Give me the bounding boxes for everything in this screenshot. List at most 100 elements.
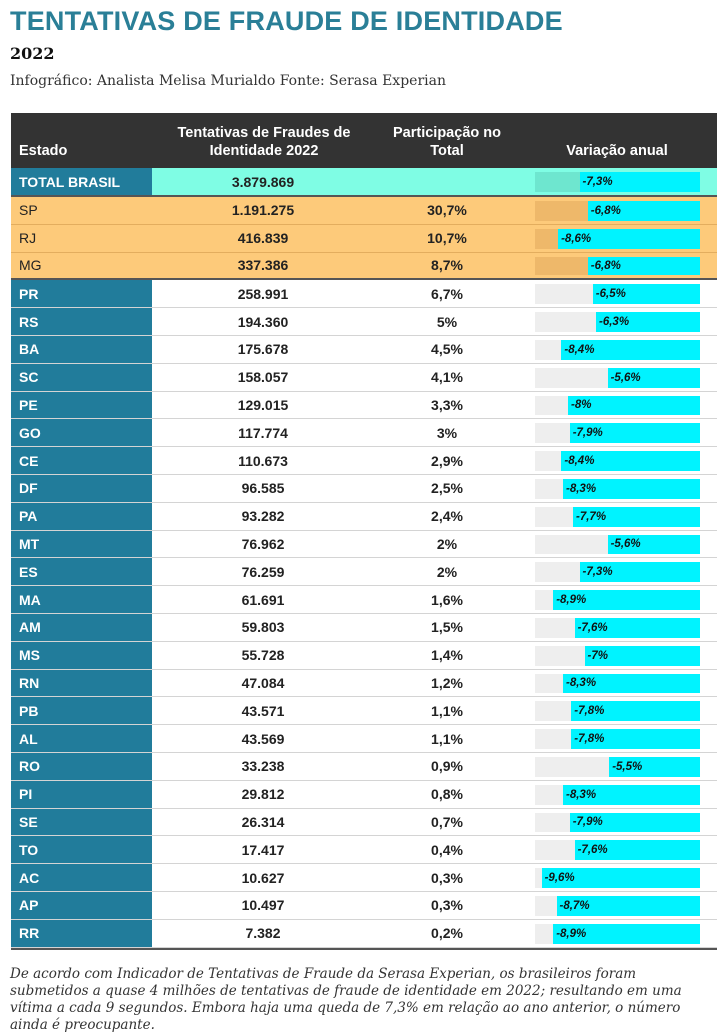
share-cell: 3% bbox=[436, 424, 458, 441]
variation-bar bbox=[556, 895, 700, 916]
state-cell: RO bbox=[11, 752, 152, 780]
variation-label: -6,5% bbox=[595, 288, 626, 301]
attempts-cell: 59.803 bbox=[241, 619, 285, 636]
variation-cell: -5,6% bbox=[535, 531, 700, 558]
attempts-cell: 33.238 bbox=[241, 758, 285, 775]
attempts-cell: 117.774 bbox=[238, 424, 288, 441]
share-cell: 6,7% bbox=[431, 285, 463, 302]
variation-bar bbox=[569, 423, 700, 444]
attempts-cell: 61.691 bbox=[241, 591, 285, 608]
share-cell: 10,7% bbox=[427, 230, 467, 247]
state-cell: GO bbox=[11, 419, 152, 447]
variation-cell: -7,3% bbox=[535, 558, 700, 585]
state-cell: MS bbox=[11, 641, 152, 669]
share-cell: 3,3% bbox=[431, 396, 463, 413]
variation-bar bbox=[587, 256, 700, 276]
variation-label: -7,8% bbox=[574, 705, 605, 718]
variation-bar bbox=[563, 478, 700, 499]
attempts-cell: 26.314 bbox=[241, 813, 285, 830]
variation-label: -8,9% bbox=[556, 927, 587, 940]
variation-label: -8,3% bbox=[566, 482, 597, 495]
variation-label: -8,7% bbox=[559, 899, 590, 912]
attempts-cell: 29.812 bbox=[241, 786, 285, 803]
table-row: AP 10.497 0,3% -8,7% bbox=[11, 891, 717, 920]
variation-bar bbox=[579, 562, 700, 583]
variation-cell: -8,7% bbox=[535, 892, 700, 919]
variation-cell: -7,6% bbox=[535, 836, 700, 863]
attempts-cell: 93.282 bbox=[241, 508, 285, 525]
attempts-cell: 129.015 bbox=[237, 396, 289, 413]
page-title: TENTATIVAS DE FRAUDE DE IDENTIDADE bbox=[10, 6, 563, 36]
share-cell: 0,3% bbox=[431, 897, 463, 914]
table-row: BA 175.678 4,5% -8,4% bbox=[11, 335, 717, 364]
share-cell: 30,7% bbox=[427, 202, 467, 219]
variation-bar bbox=[596, 312, 700, 332]
variation-label: -8,9% bbox=[556, 594, 587, 607]
state-cell: MT bbox=[11, 530, 152, 558]
variation-label: -8% bbox=[571, 399, 592, 412]
table-row: DF 96.585 2,5% -8,3% bbox=[11, 474, 717, 503]
table-row: CE 110.673 2,9% -8,4% bbox=[11, 447, 717, 475]
variation-label: -7,6% bbox=[577, 621, 608, 634]
attempts-cell: 337.386 bbox=[237, 257, 289, 274]
state-cell: AC bbox=[11, 864, 152, 891]
variation-label: -7,9% bbox=[572, 816, 603, 829]
variation-cell: -6,8% bbox=[535, 253, 700, 279]
state-cell: SP bbox=[11, 197, 152, 224]
variation-label: -8,4% bbox=[564, 455, 595, 468]
table-row: RO 33.238 0,9% -5,5% bbox=[11, 752, 717, 781]
variation-label: -6,8% bbox=[590, 259, 621, 272]
attempts-cell: 55.728 bbox=[241, 647, 285, 664]
attempts-cell: 76.962 bbox=[241, 535, 285, 552]
variation-bar bbox=[563, 784, 700, 805]
table-row: SC 158.057 4,1% -5,6% bbox=[11, 363, 717, 392]
variation-bar bbox=[569, 812, 700, 833]
state-cell: AM bbox=[11, 613, 152, 641]
column-header-variacao: Variação anual bbox=[566, 143, 668, 159]
table-row: PA 93.282 2,4% -7,7% bbox=[11, 502, 717, 531]
state-cell: CE bbox=[11, 447, 152, 474]
variation-label: -8,3% bbox=[566, 788, 597, 801]
variation-label: -5,6% bbox=[610, 371, 641, 384]
credit-line: Infográfico: Analista Melisa Murialdo Fo… bbox=[10, 73, 446, 89]
variation-cell: -5,6% bbox=[535, 364, 700, 391]
column-header-tentativas: Tentativas de Fraudes de Identidade 2022 bbox=[177, 125, 351, 159]
table-row: PI 29.812 0,8% -8,3% bbox=[11, 780, 717, 809]
variation-cell: -7,6% bbox=[535, 614, 700, 641]
variation-cell: -8,3% bbox=[535, 475, 700, 502]
variation-cell: -7% bbox=[535, 642, 700, 669]
table-row: GO 117.774 3% -7,9% bbox=[11, 419, 717, 448]
variation-label: -5,5% bbox=[612, 760, 643, 773]
variation-cell: -5,5% bbox=[535, 753, 700, 780]
variation-bar bbox=[553, 590, 700, 610]
table-row: PR 258.991 6,7% -6,5% bbox=[11, 280, 717, 309]
variation-cell: -8,9% bbox=[535, 586, 700, 613]
state-cell: MA bbox=[11, 586, 152, 613]
state-cell: SC bbox=[11, 363, 152, 391]
table-row: AL 43.569 1,1% -7,8% bbox=[11, 725, 717, 753]
column-header-estado: Estado bbox=[19, 143, 68, 159]
column-header-participacao: Participação no Total bbox=[393, 125, 501, 159]
fraud-table: Estado Tentativas de Fraudes de Identida… bbox=[11, 113, 717, 950]
variation-bar bbox=[563, 673, 700, 694]
variation-bar bbox=[607, 367, 700, 388]
variation-bar bbox=[574, 840, 700, 861]
table-header: Estado Tentativas de Fraudes de Identida… bbox=[11, 113, 717, 168]
state-cell: ES bbox=[11, 558, 152, 586]
variation-label: -9,6% bbox=[544, 872, 575, 885]
variation-cell: -8,6% bbox=[535, 225, 700, 252]
variation-bar bbox=[607, 534, 700, 555]
footnote: De acordo com Indicador de Tentativas de… bbox=[10, 966, 682, 1033]
share-cell bbox=[374, 168, 520, 195]
state-cell: RR bbox=[11, 919, 152, 947]
attempts-cell: 17.417 bbox=[241, 841, 285, 858]
share-cell: 1,1% bbox=[431, 730, 463, 747]
variation-bar bbox=[571, 701, 700, 722]
table-row: TOTAL BRASIL 3.879.869 -7,3% bbox=[11, 168, 717, 197]
variation-label: -7,3% bbox=[582, 176, 613, 188]
variation-cell: -7,8% bbox=[535, 725, 700, 752]
variation-label: -7,6% bbox=[577, 844, 608, 857]
state-cell: BA bbox=[11, 335, 152, 363]
table-row: AM 59.803 1,5% -7,6% bbox=[11, 613, 717, 642]
state-cell: PA bbox=[11, 502, 152, 530]
